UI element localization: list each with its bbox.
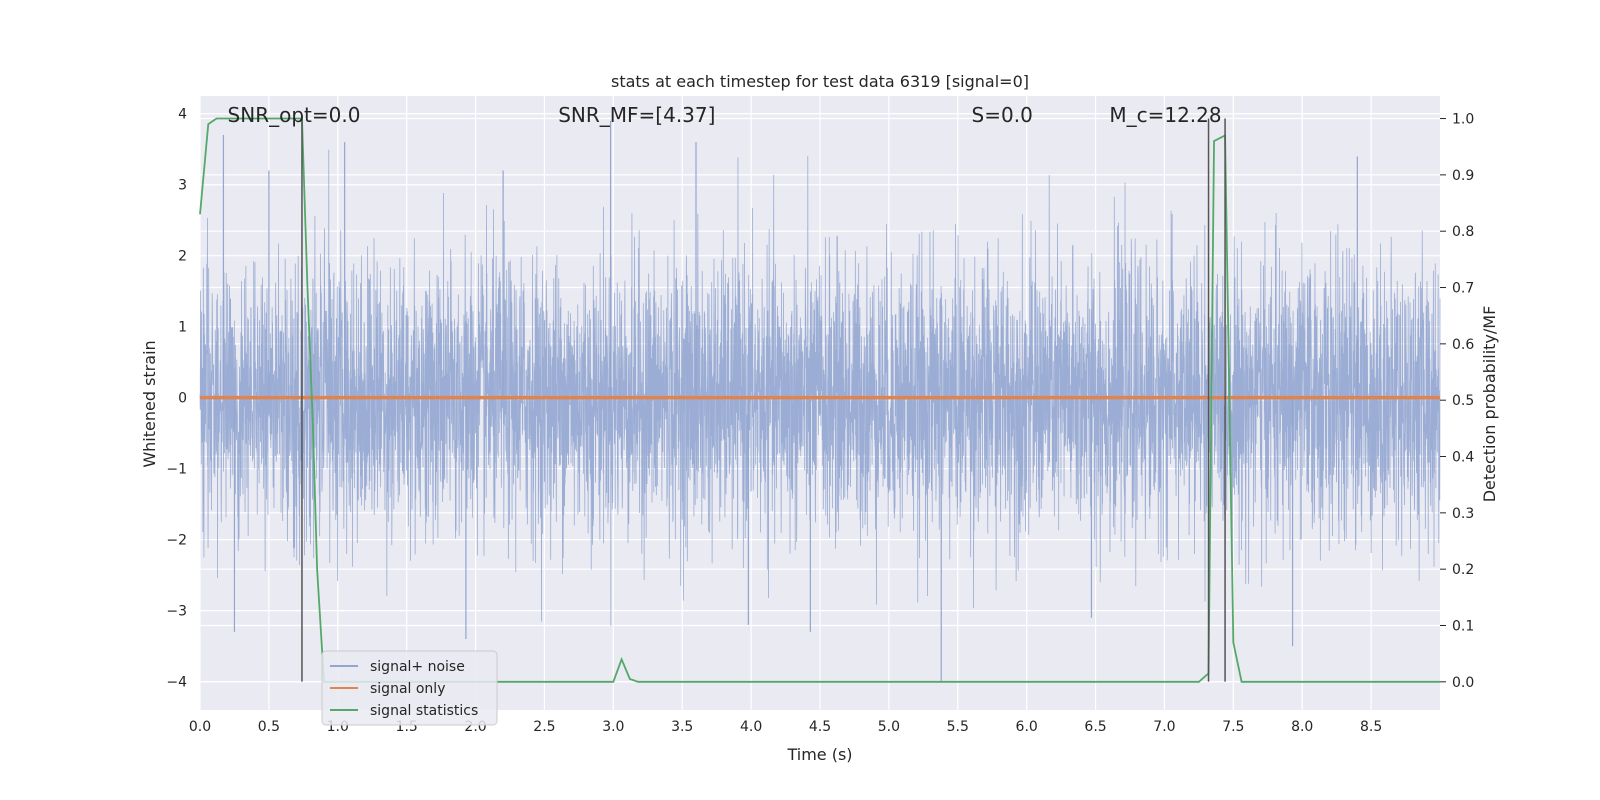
y2-tick-label: 0.8 — [1452, 224, 1474, 240]
y-tick-label: 4 — [178, 107, 187, 123]
y-axis-label: Whitened strain — [140, 340, 159, 467]
y2-tick-label: 0.6 — [1452, 337, 1474, 353]
y-tick-label: −2 — [166, 533, 187, 549]
noise-trace — [199, 120, 1441, 626]
x-tick-label: 4.5 — [809, 719, 831, 735]
y2-axis-label: Detection probability/MF — [1480, 306, 1499, 503]
x-tick-label: 6.5 — [1084, 719, 1106, 735]
y2-tick-label: 0.5 — [1452, 393, 1474, 409]
x-tick-label: 0.5 — [258, 719, 280, 735]
y-tick-label: 0 — [178, 391, 187, 407]
x-tick-label: 5.5 — [947, 719, 969, 735]
annotations: SNR_opt=0.0 SNR_MF=[4.37] S=0.0 M_c=12.28 — [228, 103, 1222, 127]
x-tick-label: 5.0 — [878, 719, 900, 735]
x-tick-label: 8.5 — [1360, 719, 1382, 735]
y2-tick-label: 0.0 — [1452, 675, 1474, 691]
y2-tick-label: 0.7 — [1452, 281, 1474, 297]
annotation-3: M_c=12.28 — [1109, 103, 1221, 127]
vertical-lines — [301, 118, 1226, 682]
y2-tick-label: 0.3 — [1452, 506, 1474, 522]
x-tick-label: 0.0 — [189, 719, 211, 735]
annotation-0: SNR_opt=0.0 — [228, 103, 361, 127]
x-tick-label: 7.0 — [1153, 719, 1175, 735]
legend: signal+ noise signal only signal statistic… — [321, 650, 498, 726]
y-tick-label: −1 — [166, 462, 187, 478]
x-tick-label: 3.0 — [602, 719, 624, 735]
x-tick-label: 7.5 — [1222, 719, 1244, 735]
y2-tick-label: 0.9 — [1452, 168, 1474, 184]
legend-label: signal statistics — [370, 703, 478, 719]
y-tick-label: −4 — [166, 675, 187, 691]
y2-tick-label: 0.1 — [1452, 619, 1474, 635]
legend-box — [321, 650, 498, 726]
y-tick-label: 3 — [178, 178, 187, 194]
annotation-2: S=0.0 — [972, 103, 1033, 127]
annotation-1: SNR_MF=[4.37] — [558, 103, 715, 127]
legend-label: signal only — [370, 681, 445, 697]
x-tick-label: 3.5 — [671, 719, 693, 735]
x-tick-label: 2.5 — [533, 719, 555, 735]
x-axis-label: Time (s) — [786, 745, 852, 764]
y-tick-labels: −4 −3 −2 −1 0 1 2 3 4 — [166, 107, 187, 691]
y2-tick-labels: 0.0 0.1 0.2 0.3 0.4 0.5 0.6 0.7 0.8 0.9 1.0 — [1440, 112, 1474, 691]
y-tick-label: 1 — [178, 320, 187, 336]
x-tick-label: 4.0 — [740, 719, 762, 735]
series-0 — [199, 120, 1441, 682]
chart-title: stats at each timestep for test data 631… — [611, 72, 1029, 91]
y2-tick-label: 0.2 — [1452, 562, 1474, 578]
x-tick-label: 8.0 — [1291, 719, 1313, 735]
x-tick-label: 6.0 — [1016, 719, 1038, 735]
legend-label: signal+ noise — [370, 659, 465, 675]
y-tick-label: 2 — [178, 249, 187, 265]
y2-tick-label: 0.4 — [1452, 450, 1474, 466]
y-tick-label: −3 — [166, 604, 187, 620]
y2-tick-label: 1.0 — [1452, 112, 1474, 128]
